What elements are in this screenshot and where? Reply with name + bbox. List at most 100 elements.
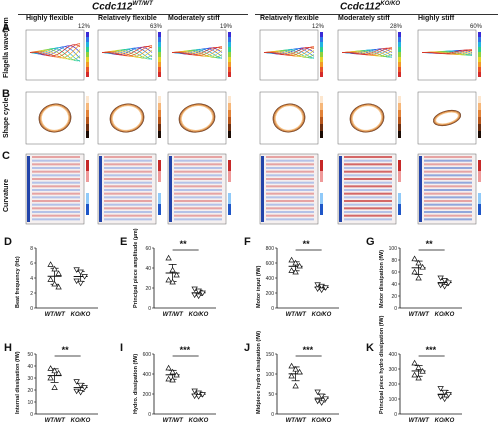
y-tick-label: 0: [30, 412, 33, 418]
data-point-wt: [296, 368, 303, 375]
curvature-band: [424, 178, 472, 181]
data-point-wt: [411, 268, 418, 275]
y-tick-label: 4: [30, 276, 33, 282]
colorbar-segment: [158, 182, 161, 193]
data-point-ko: [73, 379, 80, 385]
shape-cycle-loop: [273, 104, 305, 132]
curvature-band: [266, 192, 314, 195]
colorbar-segment: [478, 131, 481, 138]
curvature-band: [266, 156, 314, 159]
waveform-panel: [337, 29, 401, 81]
colorbar-segment: [478, 160, 481, 171]
colorbar-segment: [158, 171, 161, 182]
data-point-wt: [51, 280, 58, 287]
colorbar-segment: [478, 182, 481, 193]
colorbar-segment: [86, 62, 89, 67]
curvature-band: [32, 203, 80, 206]
colorbar-segment: [228, 204, 231, 215]
colorbar-segment: [320, 96, 323, 103]
colorbar-segment: [320, 67, 323, 72]
curvature-band: [266, 196, 314, 199]
curvature-band: [344, 189, 392, 192]
condition-percentage: 60%: [470, 24, 483, 30]
data-point-wt: [415, 259, 422, 266]
curvature-band: [266, 200, 314, 203]
curvature-band: [174, 159, 222, 162]
data-point-wt: [51, 384, 58, 390]
shape-cycle-loop: [41, 105, 69, 131]
waveform-curve: [263, 46, 315, 56]
curvature-edge: [419, 156, 422, 222]
colorbar-segment: [86, 32, 89, 37]
waveform-colorbar: [478, 32, 481, 77]
curvature-band: [174, 211, 222, 214]
colorbar-segment: [398, 171, 401, 182]
significance-marker: **: [61, 345, 69, 355]
x-category-label: KO/KO: [434, 312, 455, 318]
colorbar-segment: [158, 67, 161, 72]
curvature-band: [266, 214, 314, 217]
data-point-wt: [55, 369, 62, 376]
colorbar-segment: [398, 37, 401, 42]
shape-cycle-frame: [337, 91, 397, 145]
colorbar-segment: [398, 62, 401, 67]
curvature-band: [104, 218, 152, 221]
x-category-label: WT/WT: [408, 312, 429, 318]
curvature-band: [266, 189, 314, 192]
shape-cycle-frame: [417, 91, 477, 145]
y-axis-label: Motor dissipation (fW): [379, 249, 385, 308]
data-point-wt: [288, 372, 295, 379]
shape-cycle-loop: [433, 110, 461, 126]
y-tick-label: 0: [30, 306, 33, 312]
colorbar-segment: [86, 37, 89, 42]
colorbar-segment: [158, 124, 161, 131]
y-tick-label: 60: [145, 246, 151, 252]
curvature-band: [344, 207, 392, 210]
curvature-band: [174, 207, 222, 210]
y-tick-label: 40: [27, 364, 33, 370]
colorbar-segment: [228, 67, 231, 72]
y-axis-label: Midpiece hydro dissipation (fW): [256, 330, 262, 414]
colorbar-segment: [158, 37, 161, 42]
significance-marker: **: [425, 239, 433, 249]
shape-cycle-loop: [110, 104, 144, 132]
y-tick-label: 400: [266, 276, 275, 282]
data-point-wt: [292, 382, 299, 389]
significance-marker: ***: [302, 345, 314, 355]
colorbar-segment: [158, 117, 161, 124]
colorbar-segment: [86, 204, 89, 215]
x-category-label: KO/KO: [311, 312, 332, 318]
data-point-wt: [173, 371, 180, 378]
significance-marker: ***: [179, 345, 191, 355]
y-tick-label: 0: [271, 412, 274, 418]
curvature-edge: [261, 156, 264, 222]
colorbar-segment: [398, 117, 401, 124]
colorbar-segment: [228, 131, 231, 138]
curvature-colorbar: [158, 160, 161, 215]
curvature-panel: [167, 153, 231, 225]
curvature-band: [32, 159, 80, 162]
shape-cycle-panel: [259, 91, 323, 145]
curvature-band: [104, 214, 152, 217]
colorbar-segment: [398, 57, 401, 62]
shape-cycle-loop: [434, 111, 460, 125]
shape-cycle-loop: [352, 105, 382, 131]
y-tick-label: 800: [266, 246, 275, 252]
colorbar-segment: [228, 171, 231, 182]
colorbar-segment: [478, 103, 481, 110]
curvature-band: [266, 174, 314, 177]
y-axis-label: Principal piece hydro dissipation (fW): [379, 315, 385, 414]
dot-plot-i: 0 200 400 600: [143, 352, 216, 418]
curvature-band: [266, 185, 314, 188]
curvature-panel: [417, 153, 481, 225]
data-point-wt: [55, 270, 62, 276]
curvature-band: [32, 185, 80, 188]
curvature-band: [266, 211, 314, 214]
curvature-band: [424, 159, 472, 162]
significance-marker: **: [302, 239, 310, 249]
data-point-ko: [77, 390, 84, 396]
waveform-curve: [171, 46, 223, 56]
waveform-panel: [97, 29, 161, 81]
curvature-band: [344, 185, 392, 188]
curvature-band: [266, 203, 314, 206]
